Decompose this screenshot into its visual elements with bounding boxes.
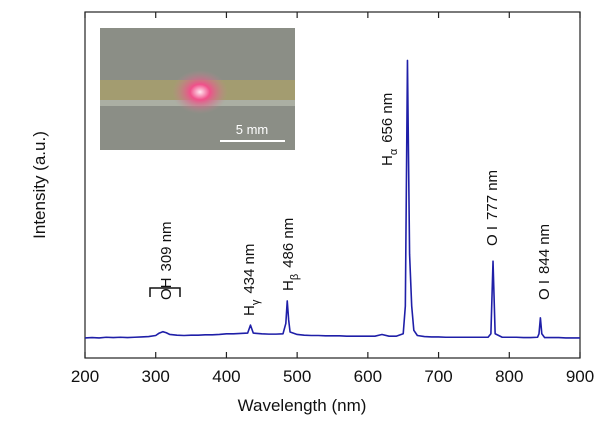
peak-species: O I <box>484 226 501 246</box>
x-tick-label: 800 <box>495 367 523 386</box>
x-axis-label: Wavelength (nm) <box>238 396 367 415</box>
peak-species: H <box>280 280 297 291</box>
peak-wavelength: 434 nm <box>241 244 258 294</box>
peak-subscript: α <box>388 148 400 155</box>
peak-species: O I <box>536 280 553 300</box>
peak-wavelength: 656 nm <box>379 93 396 143</box>
peak-subscript: γ <box>250 299 262 305</box>
peak-subscript: β <box>289 274 301 280</box>
inset-scale-label: 5 mm <box>236 122 269 137</box>
peak-species: H <box>379 155 396 166</box>
peak-wavelength: 309 nm <box>158 221 175 271</box>
x-tick-label: 900 <box>566 367 594 386</box>
peak-annotation: OH 309 nm <box>158 221 175 300</box>
peak-annotation: O I 777 nm <box>484 170 501 246</box>
peak-wavelength: 486 nm <box>280 218 297 268</box>
peak-species: H <box>241 305 258 316</box>
inset-photo: 5 mm <box>100 28 295 150</box>
peak-wavelength: 777 nm <box>484 170 501 220</box>
x-tick-label: 500 <box>283 367 311 386</box>
plot-frame <box>84 11 581 359</box>
x-tick-label: 400 <box>212 367 240 386</box>
peak-wavelength: 844 nm <box>536 224 553 274</box>
inset-glow <box>172 70 228 114</box>
x-tick-label: 700 <box>424 367 452 386</box>
x-tick-label: 300 <box>142 367 170 386</box>
x-tick-label: 600 <box>354 367 382 386</box>
y-axis-label: Intensity (a.u.) <box>30 131 49 239</box>
peak-annotation: O I 844 nm <box>536 224 553 300</box>
peak-annotation: Hβ 486 nm <box>280 218 301 291</box>
peak-annotation: Hα 656 nm <box>379 93 400 166</box>
spectrum-line <box>84 59 580 339</box>
x-tick-label: 200 <box>71 367 99 386</box>
peak-annotation: Hγ 434 nm <box>241 244 262 316</box>
oh-bracket <box>149 287 181 297</box>
peak-species: OH <box>158 278 175 301</box>
